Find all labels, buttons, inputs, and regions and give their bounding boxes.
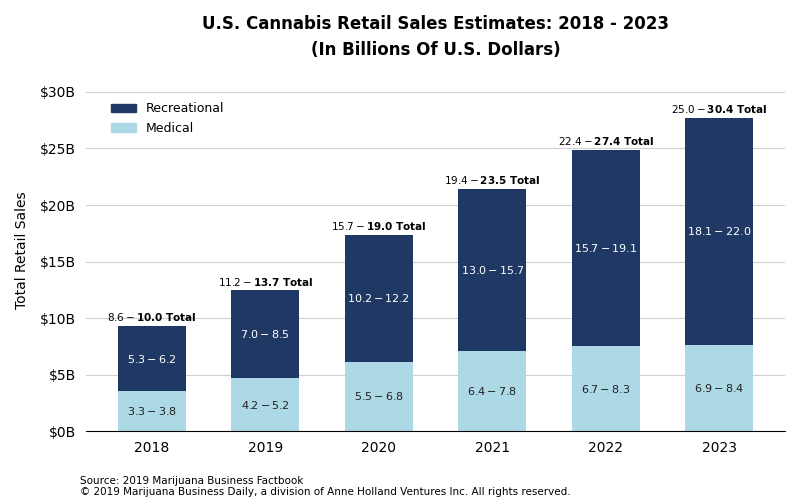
Bar (458, 188, 526, 351)
Bar (572, 150, 640, 346)
Bar (572, 346, 640, 432)
Title: U.S. Cannabis Retail Sales Estimates: 2018 - 2023
(In Billions Of U.S. Dollars): U.S. Cannabis Retail Sales Estimates: 20… (202, 15, 669, 60)
Text: $6.4-$7.8: $6.4-$7.8 (467, 385, 518, 397)
Bar (231, 290, 299, 378)
Bar (685, 118, 754, 344)
Bar (345, 235, 413, 362)
Legend: Recreational, Medical: Recreational, Medical (106, 98, 230, 140)
Text: $6.9-$8.4: $6.9-$8.4 (694, 382, 744, 394)
Text: $5.3-$6.2: $5.3-$6.2 (127, 352, 177, 364)
Y-axis label: Total Retail Sales: Total Retail Sales (15, 192, 29, 309)
Text: Source: 2019 Marijuana Business Factbook: Source: 2019 Marijuana Business Factbook (80, 476, 303, 486)
Bar (118, 326, 186, 391)
Text: $15.7-$19.1: $15.7-$19.1 (574, 242, 638, 254)
Text: $6.7-$8.3: $6.7-$8.3 (581, 383, 630, 395)
Text: $19.4-$23.5 Total: $19.4-$23.5 Total (444, 174, 540, 186)
Bar (685, 344, 754, 432)
Text: $3.3-$3.8: $3.3-$3.8 (126, 405, 177, 417)
Text: $25.0-$30.4 Total: $25.0-$30.4 Total (671, 103, 767, 115)
Text: $10.2-$12.2: $10.2-$12.2 (347, 292, 410, 304)
Bar (458, 351, 526, 432)
Text: $18.1-$22.0: $18.1-$22.0 (687, 226, 751, 237)
Text: © 2019 Marijuana Business Daily, a division of Anne Holland Ventures Inc. All ri: © 2019 Marijuana Business Daily, a divis… (80, 487, 570, 497)
Text: $5.5-$6.8: $5.5-$6.8 (354, 390, 404, 402)
Text: $15.7-$19.0 Total: $15.7-$19.0 Total (331, 220, 426, 232)
Text: $22.4-$27.4 Total: $22.4-$27.4 Total (558, 135, 654, 147)
Text: $8.6-$10.0 Total: $8.6-$10.0 Total (107, 311, 197, 323)
Text: $7.0-$8.5: $7.0-$8.5 (240, 328, 290, 340)
Bar (118, 391, 186, 432)
Bar (231, 378, 299, 432)
Text: $13.0-$15.7: $13.0-$15.7 (461, 264, 524, 276)
Text: $11.2-$13.7 Total: $11.2-$13.7 Total (218, 276, 313, 287)
Bar (345, 362, 413, 432)
Text: $4.2-$5.2: $4.2-$5.2 (241, 398, 290, 410)
